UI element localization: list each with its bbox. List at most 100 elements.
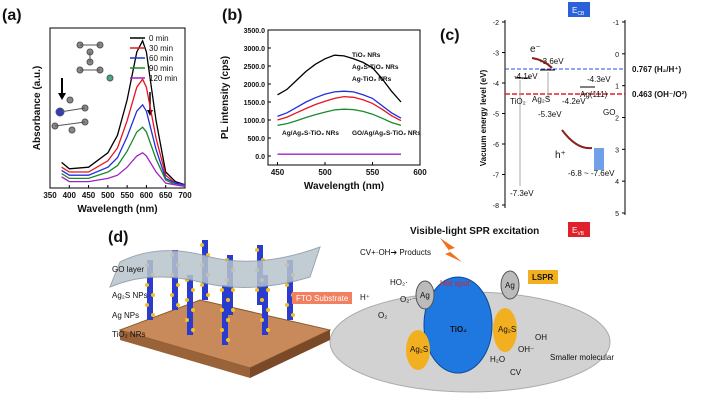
evb-label: EVB xyxy=(572,226,585,237)
plot-frame xyxy=(49,27,186,189)
series-annotation: Ag₂S-TiO₂ NRs xyxy=(352,64,399,71)
nanorod xyxy=(222,285,228,345)
substrate-side xyxy=(250,330,330,378)
hole: h⁺ xyxy=(555,150,566,161)
y2-tick-label: 4 xyxy=(615,179,619,186)
series-line xyxy=(61,152,186,188)
species: LSPR xyxy=(532,273,554,282)
series-line xyxy=(61,103,186,186)
series-line xyxy=(61,126,186,188)
energy-label: -5.3eV xyxy=(538,110,562,119)
nanoparticle xyxy=(191,308,195,312)
energy-label: -4.3eV xyxy=(587,75,611,84)
legend-label: 90 min xyxy=(149,64,173,73)
nanoparticle xyxy=(176,303,180,307)
species: O₂·⁻ xyxy=(400,295,416,304)
nanoparticle xyxy=(226,298,230,302)
y-tick-label: 0.0 xyxy=(255,154,265,161)
legend-label: 60 min xyxy=(149,54,173,63)
x-tick-label: 550 xyxy=(120,191,134,200)
energy-diagram: ECB EVB Vacuum energy level (eV) 0.767 (… xyxy=(479,2,687,237)
y-tick-label: -4 xyxy=(493,81,499,88)
species: Ag₂S xyxy=(410,345,428,354)
x-tick-label: 650 xyxy=(159,191,173,200)
species: Smaller molecular xyxy=(550,353,614,362)
x-tick-label: 550 xyxy=(366,168,380,177)
energy-label: -6.8 ~ -7.6eV xyxy=(568,169,615,178)
x-tick-label: 450 xyxy=(82,191,96,200)
go-band xyxy=(594,148,604,170)
x-tick-label: 600 xyxy=(140,191,154,200)
ag2s-particle xyxy=(493,308,517,352)
x-tick-label: 350 xyxy=(43,191,57,200)
ag-particle xyxy=(415,280,435,310)
material: Ag₂S xyxy=(532,95,550,104)
y-axis-title: Vacuum energy level (eV) xyxy=(479,69,488,166)
species: O₂ xyxy=(378,311,387,320)
fto-box xyxy=(292,292,352,304)
series-line xyxy=(277,90,402,119)
species: H⁺ xyxy=(360,293,370,302)
nanoparticle xyxy=(220,288,224,292)
arrow-head xyxy=(58,93,66,100)
series-line xyxy=(277,54,402,103)
species: OH⁻ xyxy=(518,345,534,354)
y-tick-label: -3 xyxy=(493,51,499,58)
series-line xyxy=(277,108,402,127)
ag-particle xyxy=(500,270,520,300)
y-tick-label: 1000.0 xyxy=(244,118,266,125)
x-tick-label: 400 xyxy=(63,191,77,200)
species: CV xyxy=(510,368,522,377)
legend-label: 120 min xyxy=(149,74,177,83)
nanoparticle xyxy=(266,328,270,332)
nanoparticle xyxy=(151,293,155,297)
panel-label: (c) xyxy=(440,27,460,44)
y2-tick-label: 5 xyxy=(615,211,619,218)
nanorod xyxy=(172,250,178,310)
tio2-particle xyxy=(423,276,493,374)
nanoparticle xyxy=(226,338,230,342)
series-line xyxy=(61,77,186,186)
nanoparticle xyxy=(285,303,289,307)
nanoparticle xyxy=(176,283,180,287)
electron: e⁻ xyxy=(530,44,541,55)
nanoparticle xyxy=(200,243,204,247)
species: Ag xyxy=(420,291,430,300)
y-tick-label: 2000.0 xyxy=(244,82,266,89)
nanoparticle xyxy=(145,283,149,287)
x-tick-label: 600 xyxy=(413,168,427,177)
nanorod xyxy=(187,275,193,335)
y-tick-label: -5 xyxy=(493,112,499,119)
y-tick-label: 2500.0 xyxy=(244,64,266,71)
x-tick-label: 700 xyxy=(178,191,192,200)
species: Ag₂S xyxy=(498,325,516,334)
y-tick-label: -6 xyxy=(493,142,499,149)
y-axis-title: PL intensity (cps) xyxy=(220,56,231,139)
evb-box xyxy=(568,222,590,237)
species: H₂O xyxy=(490,355,505,364)
oh-level: 0.463 (OH⁻/O²) xyxy=(632,90,687,99)
nanoparticle xyxy=(266,308,270,312)
y-tick-label: -2 xyxy=(493,20,499,27)
go-layer xyxy=(109,246,321,288)
nanoparticle xyxy=(145,303,149,307)
schematic-title: Visible-light SPR excitation xyxy=(410,226,539,237)
left-label: GO layer xyxy=(112,265,144,274)
x-tick-label: 500 xyxy=(318,168,332,177)
y-tick-label: 500.0 xyxy=(247,136,265,143)
lspr-box xyxy=(528,270,558,284)
nanoparticle xyxy=(231,288,235,292)
nanoparticle xyxy=(260,318,264,322)
y2-tick-label: 0 xyxy=(615,52,619,59)
ag2s-particle xyxy=(406,330,430,370)
y2-tick-label: 2 xyxy=(615,116,619,123)
nanoparticle xyxy=(220,308,224,312)
series-line xyxy=(61,39,186,186)
nanoparticle xyxy=(191,288,195,292)
nanoparticle xyxy=(151,313,155,317)
material: GO xyxy=(603,108,615,117)
nanoparticle xyxy=(266,288,270,292)
y-tick-label: 3500.0 xyxy=(244,28,266,35)
nanoparticle xyxy=(255,248,259,252)
